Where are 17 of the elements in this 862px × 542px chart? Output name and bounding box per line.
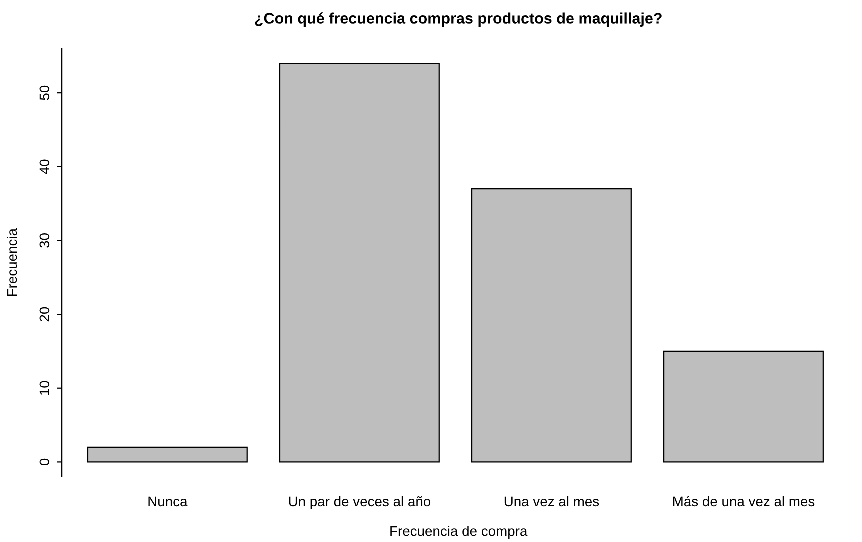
x-tick-label: Nunca [148, 496, 188, 507]
bar [87, 446, 248, 463]
bar [471, 188, 632, 463]
y-tick-label: 0 [40, 458, 50, 466]
bar [663, 350, 824, 463]
y-axis-title: Frecuencia [7, 228, 18, 296]
x-tick-label: Una vez al mes [504, 496, 600, 507]
y-tick-label: 20 [40, 307, 50, 322]
x-tick-label: Más de una vez al mes [673, 496, 815, 507]
y-tick-label: 50 [40, 86, 50, 100]
bar [279, 62, 440, 463]
x-tick-label: Un par de veces al año [289, 496, 431, 510]
x-axis-title: Frecuencia de compra [390, 526, 528, 539]
y-tick-label: 10 [40, 381, 50, 396]
y-tick-label: 40 [40, 160, 50, 174]
y-tick-label: 30 [40, 234, 50, 248]
chart-title: ¿Con qué frecuencia compras productos de maquillaje? [255, 12, 662, 27]
